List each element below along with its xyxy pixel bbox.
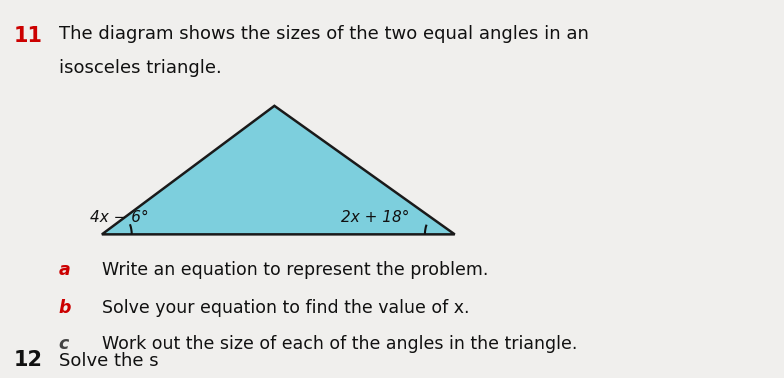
Text: Work out the size of each of the angles in the triangle.: Work out the size of each of the angles … xyxy=(102,335,577,353)
Text: The diagram shows the sizes of the two equal angles in an: The diagram shows the sizes of the two e… xyxy=(59,25,589,43)
Text: c: c xyxy=(59,335,69,353)
Text: 11: 11 xyxy=(14,26,43,46)
Text: Solve your equation to find the value of x.: Solve your equation to find the value of… xyxy=(102,299,470,317)
Text: 12: 12 xyxy=(14,350,43,370)
Text: Solve the s: Solve the s xyxy=(59,352,158,370)
Text: isosceles triangle.: isosceles triangle. xyxy=(59,59,222,77)
Text: 2x + 18°: 2x + 18° xyxy=(341,210,409,225)
Text: 4x − 6°: 4x − 6° xyxy=(90,210,149,225)
Text: b: b xyxy=(59,299,71,317)
Text: Write an equation to represent the problem.: Write an equation to represent the probl… xyxy=(102,261,488,279)
Polygon shape xyxy=(102,106,455,234)
Text: a: a xyxy=(59,261,71,279)
